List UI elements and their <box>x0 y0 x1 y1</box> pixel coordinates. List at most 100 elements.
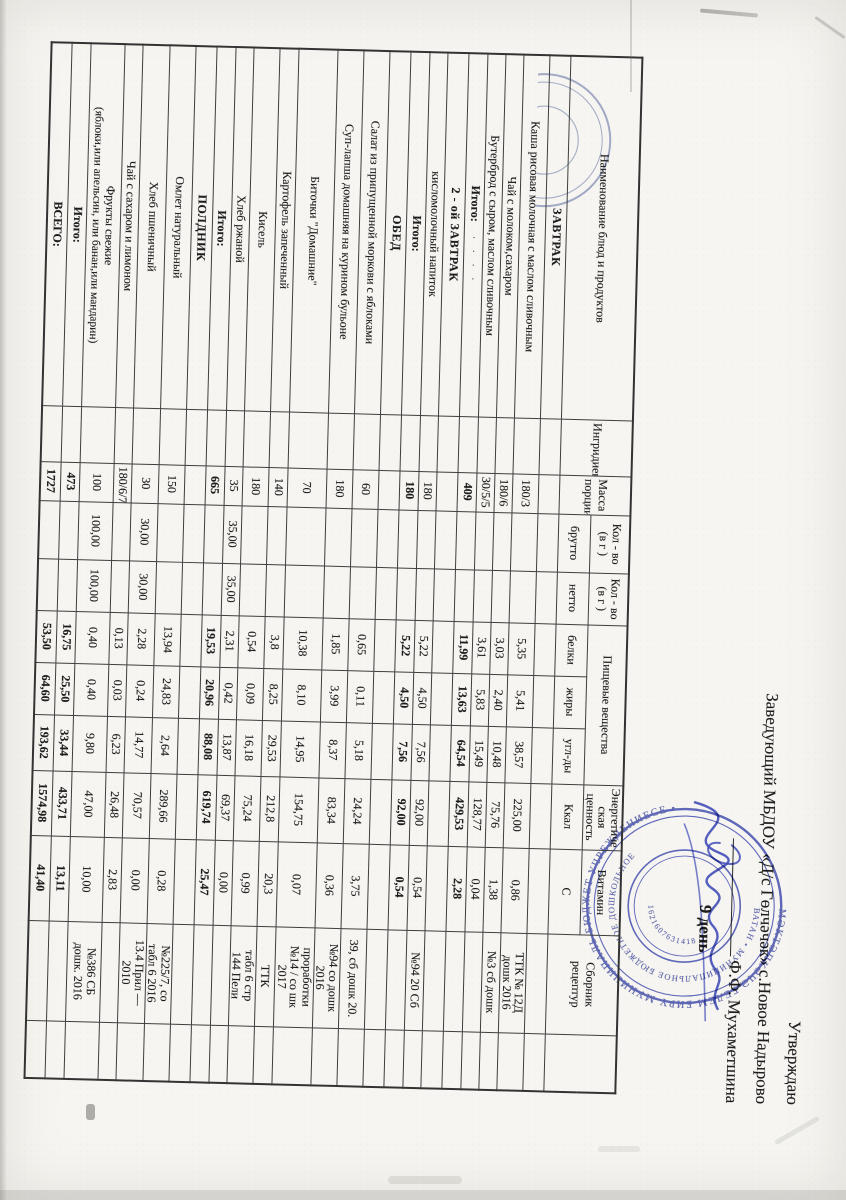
cell-netto <box>265 564 286 617</box>
cell-fat: 3,99 <box>320 669 348 723</box>
cell-fat: 20,96 <box>199 666 220 719</box>
cell-netto <box>433 568 456 621</box>
cell-fat <box>178 665 201 719</box>
cell-recipe <box>210 924 231 1026</box>
cell-brutto <box>203 504 224 563</box>
cell-mass <box>436 471 459 511</box>
header-protein: белки <box>554 623 589 677</box>
cell-recipe <box>462 931 484 1032</box>
cell-netto <box>509 570 537 624</box>
cell-recipe: ТТК <box>254 925 277 1027</box>
cell-ingredients <box>242 410 271 468</box>
cell-protein <box>179 613 203 667</box>
cell-netto <box>36 558 60 611</box>
cell-mass: 1727 <box>39 461 62 501</box>
cell-fat: 4,50 <box>393 671 414 724</box>
cell-mass <box>378 469 401 510</box>
header-recipe-book: Сборник рецептур <box>545 933 620 1036</box>
cell-recipe: проработки №14 / со шк 2017 <box>273 926 315 1028</box>
cell-carbs: 15,49 <box>468 725 489 782</box>
cell-carbs <box>370 722 394 780</box>
cell-protein: 0,65 <box>347 618 376 671</box>
cell-fat: 8,10 <box>281 668 322 722</box>
cell-netto <box>396 567 417 620</box>
cell-netto <box>154 561 183 614</box>
cell-vitamin-c: 0,04 <box>465 846 486 932</box>
cell-kcal <box>175 773 198 840</box>
cell-vitamin-c: 0,86 <box>501 847 530 933</box>
cell-ingredients <box>288 411 329 469</box>
cell-vitamin-c <box>527 848 551 934</box>
header-qty-brutto: Кол - во (в г ) <box>589 514 631 574</box>
cell-kcal: 70,57 <box>122 772 151 839</box>
cell-protein: 3,03 <box>489 621 510 675</box>
cell-vitamin-c: 1,38 <box>483 846 504 933</box>
cell-mass: 409 <box>457 472 478 512</box>
cell-extra <box>362 1028 386 1088</box>
cell-vitamin-c: 0,28 <box>146 838 176 924</box>
cell-mass: 473 <box>60 461 81 502</box>
cell-extra <box>478 1031 499 1091</box>
cell-protein: 2,31 <box>219 614 240 668</box>
cell-netto <box>491 569 511 623</box>
cell-brutto <box>510 512 539 572</box>
cell-recipe: №94 со дошк 2016 <box>312 927 342 1029</box>
cell-mass: 665 <box>204 465 225 505</box>
cell-carbs: 8,37 <box>318 721 347 779</box>
cell-ingredients <box>40 405 64 462</box>
recipe-reference-line: дошк. 2016 <box>70 942 87 1001</box>
cell-mass <box>538 474 561 514</box>
cell-extra <box>189 1024 211 1083</box>
cell-kcal: 1574,98 <box>30 769 54 836</box>
cell-fat: 2,40 <box>488 673 508 727</box>
cell-fat: 24,83 <box>152 665 180 718</box>
secondary-stamp <box>533 56 658 229</box>
cell-netto: 100,00 <box>76 559 113 612</box>
cell-recipe: №94 20 Сб <box>404 929 426 1031</box>
cell-kcal: 225,00 <box>503 782 532 849</box>
cell-ingredients <box>379 413 402 471</box>
cell-vitamin-c <box>367 843 391 930</box>
cell-extra <box>441 1030 463 1090</box>
cell-netto <box>415 567 435 621</box>
cell-carbs: 2,64 <box>150 717 179 774</box>
cell-netto <box>375 566 398 620</box>
header-kcal: Ккал <box>550 783 585 850</box>
cell-ingredients <box>495 416 515 474</box>
cell-extra <box>64 1020 100 1080</box>
cell-vitamin-c: 10,00 <box>68 836 105 922</box>
cell-brutto <box>59 500 80 560</box>
signature <box>683 801 741 1022</box>
cell-kcal <box>369 778 392 845</box>
recipe-reference-line: табл 6 стр <box>241 949 257 1002</box>
cell-kcal: 289,66 <box>149 773 177 839</box>
cell-netto <box>202 562 223 615</box>
header-nutrients: Пищевые вещества <box>584 624 628 786</box>
cell-ingredients <box>477 416 497 473</box>
cell-protein <box>431 620 455 673</box>
cell-kcal: 92,00 <box>390 779 411 845</box>
header-dish-name: Наименование блюд и продуктов <box>561 55 643 421</box>
cell-mass: 180 <box>399 470 420 510</box>
cell-kcal: 128,77 <box>467 781 487 847</box>
cell-mass: 180 <box>325 468 354 509</box>
cell-extra <box>24 1019 48 1079</box>
cell-kcal: 75,24 <box>233 775 262 841</box>
cell-recipe: 13.4 Прил —2010 <box>117 922 147 1023</box>
cell-vitamin-c: 2,28 <box>446 845 468 932</box>
header-mass: Масса порции <box>559 474 632 516</box>
cell-fat: 8,25 <box>262 667 283 721</box>
cell-mass: 70 <box>287 467 327 508</box>
cell-kcal: 24,24 <box>343 778 371 844</box>
header-vitamin: Витамин <box>580 849 622 936</box>
cell-fat <box>372 670 395 724</box>
cell-carbs: 88,08 <box>197 718 219 775</box>
cell-carbs: 6,23 <box>106 715 127 773</box>
recipe-reference-line: ТТК <box>258 964 273 988</box>
cell-brutto <box>376 508 400 568</box>
cell-netto <box>284 564 325 618</box>
cell-carbs <box>531 727 554 784</box>
cell-netto <box>454 568 475 622</box>
header-fat: жиры <box>553 675 587 729</box>
cell-netto <box>181 561 204 615</box>
